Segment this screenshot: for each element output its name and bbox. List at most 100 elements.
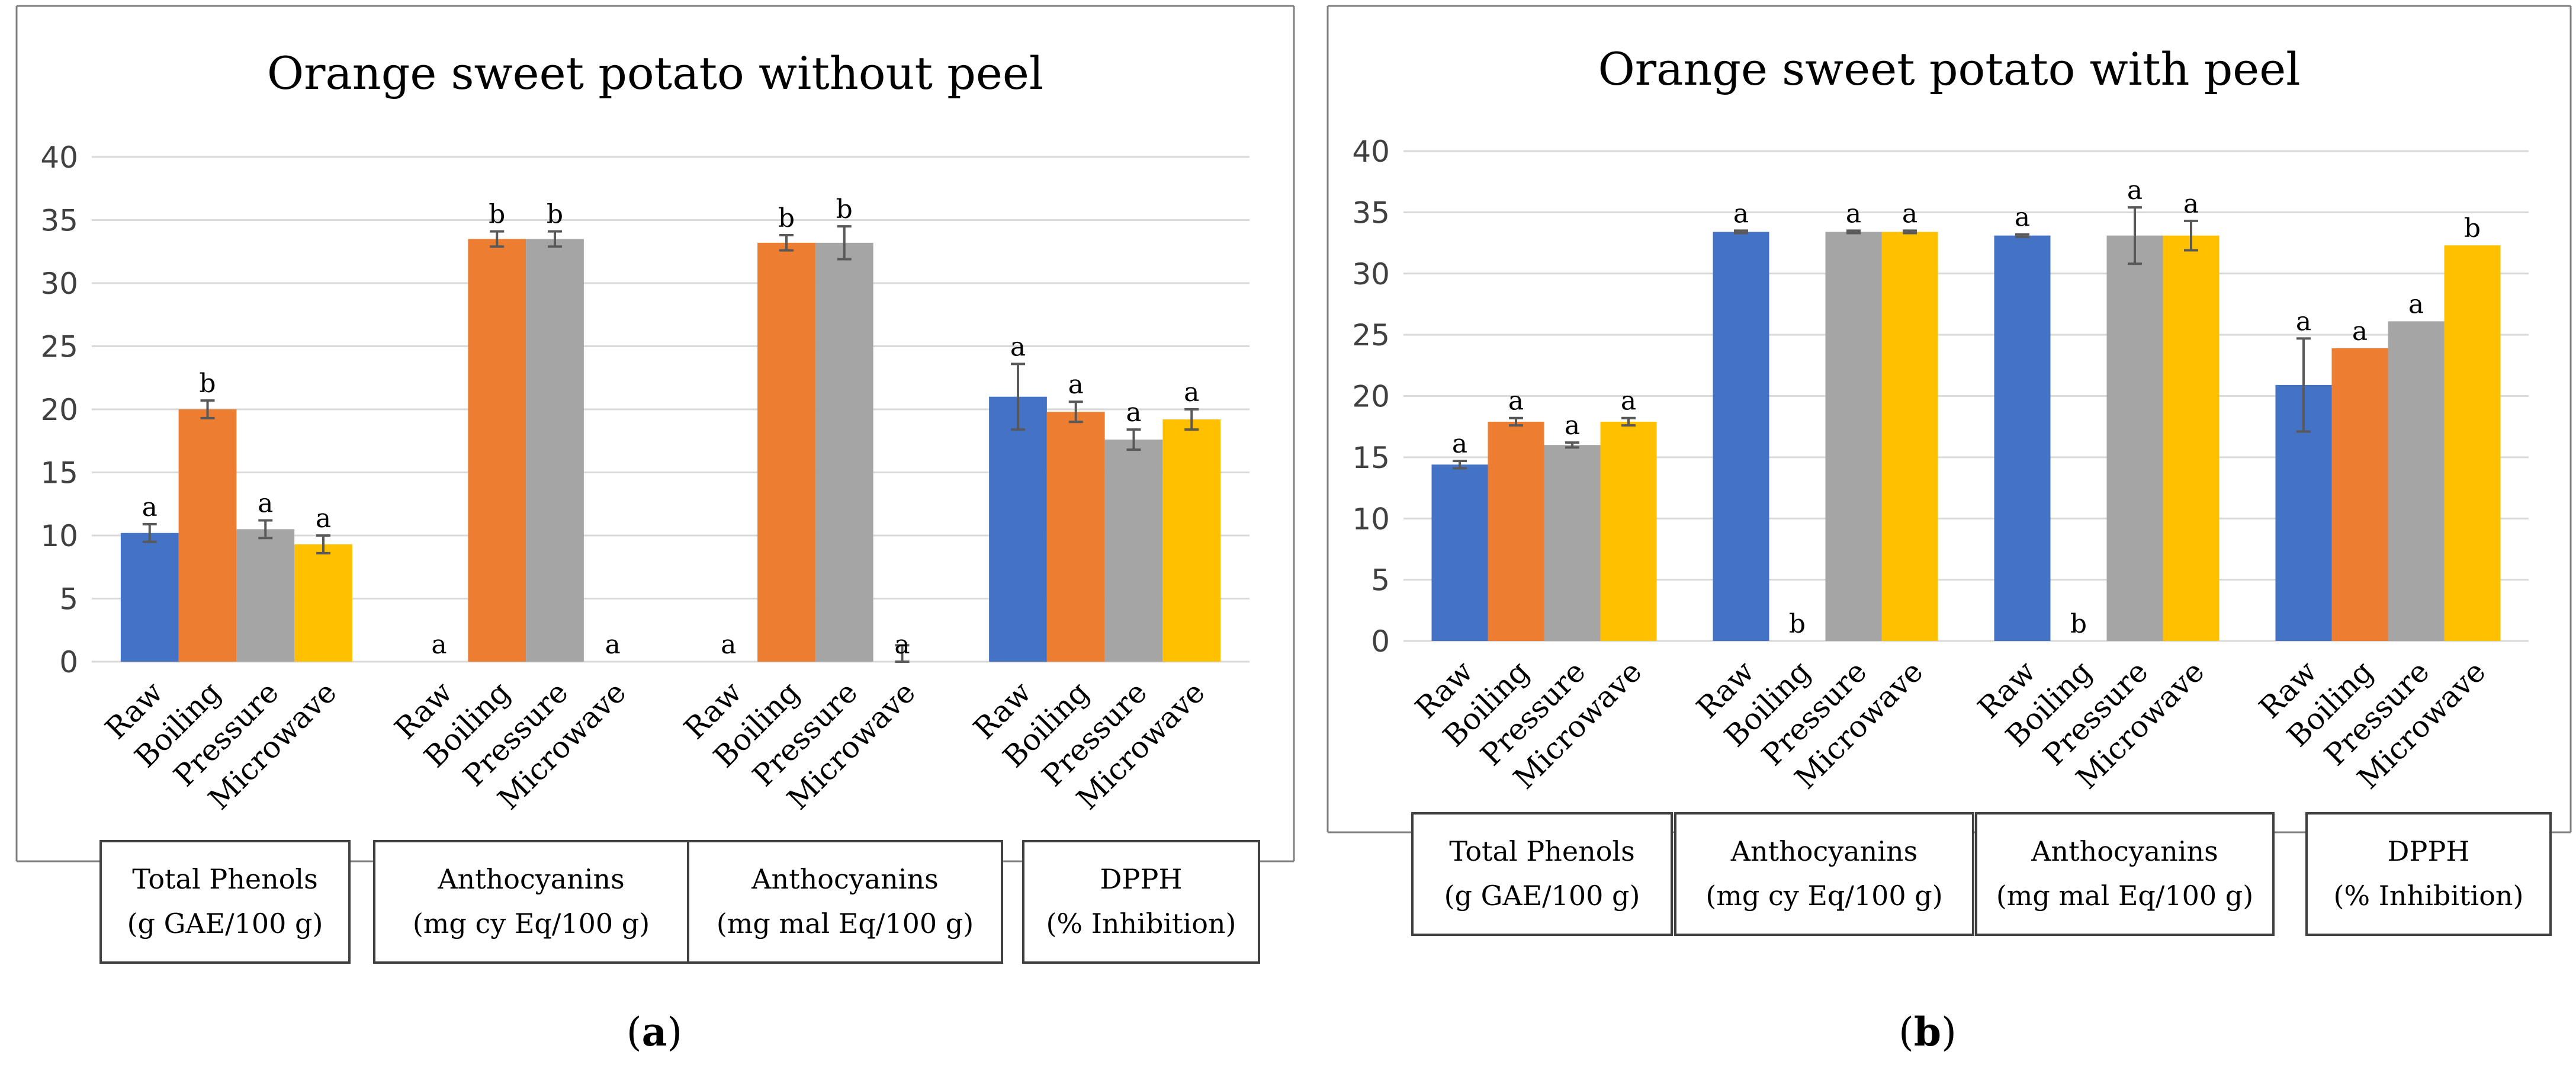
group-label-box	[2305, 812, 2552, 936]
y-tick-label: 15	[1352, 441, 1390, 475]
bar-boiling	[1046, 412, 1105, 662]
significance-letter: a	[142, 492, 158, 522]
group-label-line1: Total Phenols	[132, 863, 318, 895]
y-tick-label: 30	[1352, 257, 1390, 291]
y-tick-label: 35	[1352, 195, 1390, 230]
significance-letter: a	[258, 488, 273, 518]
bar-microwave	[294, 544, 352, 662]
panel-caption: (a)	[627, 1009, 682, 1055]
group-label-line2: (g GAE/100 g)	[1444, 880, 1640, 912]
significance-letter: b	[778, 203, 795, 233]
y-tick-label: 20	[40, 393, 78, 427]
group-label-box	[99, 840, 351, 964]
significance-letter: b	[1789, 609, 1806, 639]
bar-pressure	[236, 529, 295, 662]
y-tick-label: 20	[1352, 380, 1390, 414]
panel-caption: (b)	[1899, 1009, 1957, 1055]
y-tick-label: 0	[1371, 624, 1390, 659]
significance-letter: b	[547, 200, 563, 230]
bar-pressure	[526, 239, 584, 662]
bar-pressure	[1104, 440, 1163, 662]
group-label-line1: Anthocyanins	[2031, 835, 2218, 867]
chart-panel-b: Orange sweet potato with peel 0 5 10 15 20 25 3…	[1326, 5, 2572, 1055]
bar-microwave	[1881, 232, 1938, 642]
bar-raw	[120, 533, 179, 662]
y-tick-label: 10	[40, 519, 78, 553]
bar-pressure	[2106, 235, 2163, 642]
bar-pressure	[1825, 232, 1882, 642]
chart-title: Orange sweet potato with peel	[1598, 43, 2300, 95]
group-label-line1: Total Phenols	[1449, 835, 1635, 867]
significance-letter: b	[836, 194, 853, 225]
group-label-box	[1022, 840, 1260, 964]
significance-letter: b	[2070, 609, 2087, 639]
y-tick-label: 5	[1371, 563, 1390, 598]
significance-letter: a	[894, 630, 910, 660]
significance-letter: a	[1068, 370, 1084, 400]
significance-letter: a	[1010, 332, 1026, 362]
group-label-box	[1674, 812, 1974, 936]
significance-letter: a	[1733, 198, 1749, 229]
significance-letter: b	[2464, 213, 2481, 243]
y-tick-label: 40	[40, 140, 78, 175]
bar-pressure	[815, 242, 873, 662]
group-label-box	[373, 840, 689, 964]
bar-boiling	[178, 409, 237, 662]
significance-letter: b	[199, 368, 216, 399]
significance-letter: a	[2352, 316, 2368, 347]
y-tick-label: 35	[40, 204, 78, 238]
group-label-box	[687, 840, 1003, 964]
group-label-line2: (g GAE/100 g)	[127, 908, 323, 939]
bar-pressure	[2388, 321, 2445, 641]
significance-letter: a	[431, 630, 447, 660]
significance-letter: a	[1126, 397, 1141, 428]
significance-letter: a	[1452, 429, 1467, 459]
y-tick-label: 15	[40, 456, 78, 490]
significance-letter: a	[2296, 306, 2311, 336]
bar-microwave	[1162, 419, 1221, 662]
significance-letter: b	[489, 200, 505, 230]
group-label-line2: (mg mal Eq/100 g)	[717, 908, 974, 939]
chart-panel-a: Orange sweet potato without peel 0 5 10 15 20…	[15, 5, 1295, 1055]
group-label-box	[1411, 812, 1673, 936]
bar-boiling	[757, 242, 815, 662]
group-label-line1: DPPH	[1100, 863, 1183, 895]
group-label-line2: (mg cy Eq/100 g)	[1705, 880, 1942, 912]
significance-letter: a	[1565, 411, 1580, 441]
group-label-line1: Anthocyanins	[1730, 835, 1917, 867]
significance-letter: a	[2127, 175, 2143, 206]
significance-letter: a	[1846, 198, 1861, 229]
bar-microwave	[2444, 245, 2501, 641]
y-tick-label: 25	[40, 330, 78, 364]
significance-letter: a	[1508, 386, 1524, 416]
y-tick-label: 10	[1352, 502, 1390, 536]
bar-boiling	[468, 239, 526, 662]
significance-letter: a	[605, 630, 621, 660]
significance-letter: a	[721, 630, 736, 660]
group-label-box	[1975, 812, 2275, 936]
significance-letter: a	[2015, 203, 2030, 233]
chart-title: Orange sweet potato without peel	[267, 47, 1043, 100]
bar-boiling	[1488, 421, 1544, 641]
group-label-line2: (% Inhibition)	[1046, 908, 1236, 939]
bar-microwave	[1600, 421, 1657, 641]
y-tick-label: 0	[59, 645, 78, 679]
bar-raw	[1431, 464, 1488, 641]
y-tick-label: 30	[40, 267, 78, 301]
bar-boiling	[2331, 348, 2388, 641]
group-label-line2: (mg mal Eq/100 g)	[1996, 880, 2253, 912]
y-tick-label: 5	[59, 582, 78, 617]
significance-letter: a	[1621, 386, 1636, 416]
bar-raw	[1994, 235, 2051, 642]
significance-letter: a	[1902, 198, 1917, 229]
bar-raw	[1713, 232, 1769, 642]
significance-letter: a	[316, 504, 331, 534]
bar-raw	[989, 396, 1047, 662]
group-label-line2: (mg cy Eq/100 g)	[413, 908, 650, 939]
group-label-line1: DPPH	[2388, 835, 2470, 867]
group-label-line1: Anthocyanins	[751, 863, 938, 895]
significance-letter: a	[2183, 189, 2199, 219]
y-tick-label: 40	[1352, 134, 1390, 169]
significance-letter: a	[2408, 289, 2424, 319]
